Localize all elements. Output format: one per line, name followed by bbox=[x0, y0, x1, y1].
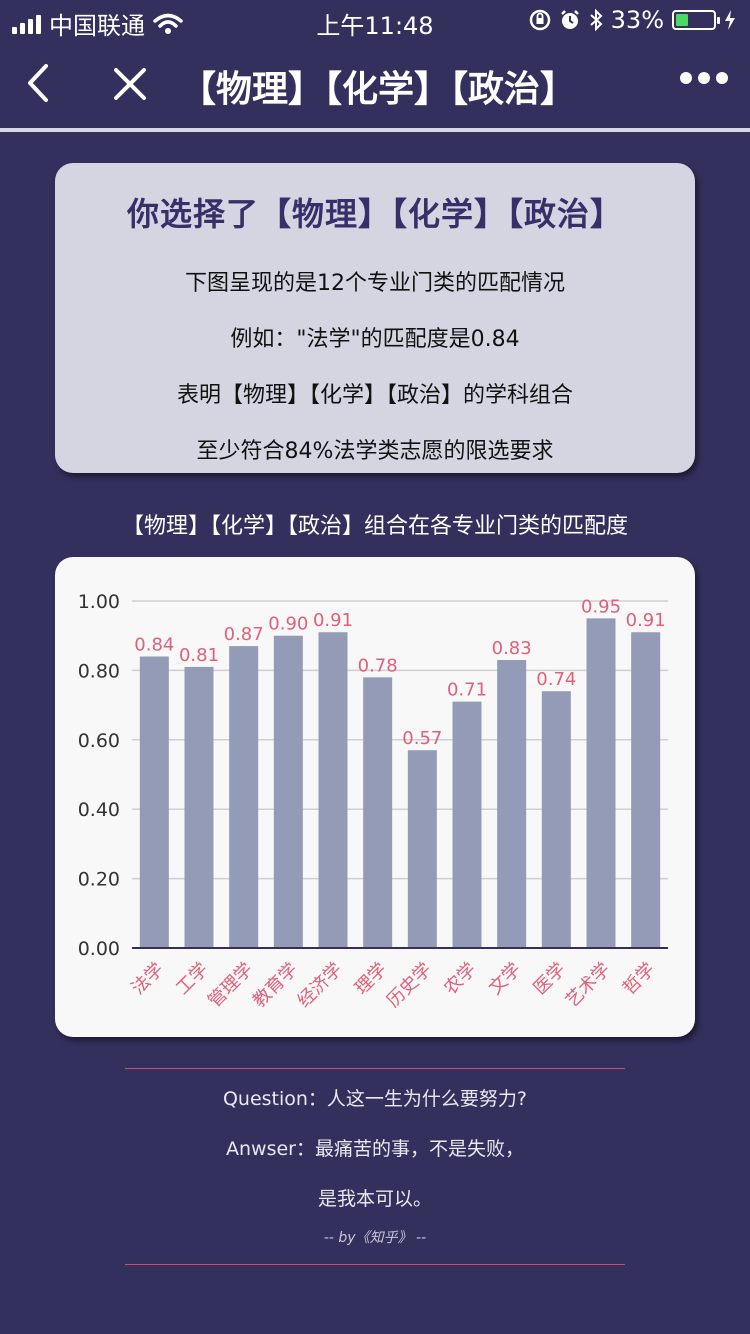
signal-icon bbox=[12, 14, 41, 34]
charging-icon bbox=[725, 10, 735, 30]
status-time: 上午11:48 bbox=[316, 12, 434, 40]
orientation-lock-icon bbox=[529, 9, 550, 31]
bluetooth-icon bbox=[589, 8, 603, 32]
bar-value-label: 0.78 bbox=[358, 655, 398, 676]
chart-caption: 【物理】【化学】【政治】组合在各专业门类的匹配度 bbox=[121, 514, 628, 539]
bar bbox=[184, 666, 214, 948]
x-tick-label: 艺术学 bbox=[562, 959, 615, 1012]
bar bbox=[363, 677, 393, 948]
status-left: 中国联通 bbox=[12, 6, 183, 41]
bar-value-label: 0.83 bbox=[492, 638, 532, 659]
page-title: 【物理】【化学】【政治】 bbox=[180, 69, 577, 110]
x-tick-label: 经济学 bbox=[294, 959, 347, 1012]
status-right: 33% bbox=[529, 6, 736, 34]
bar-value-label: 0.57 bbox=[402, 728, 442, 749]
bar-value-label: 0.87 bbox=[224, 624, 264, 645]
y-tick-label: 0.80 bbox=[78, 660, 120, 682]
bar-value-label: 0.95 bbox=[581, 596, 621, 617]
x-tick-label: 法学 bbox=[128, 959, 168, 999]
bar-value-label: 0.91 bbox=[626, 610, 666, 631]
quote-source: -- by《知乎》 -- bbox=[323, 1230, 427, 1246]
alarm-icon bbox=[560, 10, 579, 29]
quote-block: Question：人这一生为什么要努力? Anwser：最痛苦的事，不是失败， … bbox=[125, 1068, 625, 1265]
bar-value-label: 0.91 bbox=[313, 610, 353, 631]
bar-value-label: 0.81 bbox=[179, 645, 219, 666]
info-line: 例如："法学"的匹配度是0.84 bbox=[230, 327, 520, 352]
bar-value-label: 0.71 bbox=[447, 680, 487, 701]
x-tick-label: 文学 bbox=[485, 959, 525, 999]
back-icon[interactable] bbox=[18, 58, 58, 108]
carrier-label: 中国联通 bbox=[49, 12, 145, 40]
battery-icon bbox=[672, 10, 720, 30]
x-tick-label: 历史学 bbox=[383, 959, 436, 1012]
more-icon[interactable] bbox=[680, 72, 728, 84]
y-tick-label: 0.00 bbox=[78, 938, 120, 960]
bar bbox=[229, 646, 259, 948]
x-tick-label: 医学 bbox=[530, 959, 570, 999]
bar-value-label: 0.74 bbox=[536, 669, 576, 690]
x-tick-label: 哲学 bbox=[619, 959, 659, 999]
bar-value-label: 0.90 bbox=[268, 614, 308, 635]
match-bar-chart: 0.00 0.20 0.40 0.60 0.80 1.00 0.84 法学 0.81 工学 0.87… bbox=[78, 591, 668, 1012]
y-tick-label: 0.20 bbox=[78, 869, 120, 891]
status-bar: 中国联通 上午11:48 33% bbox=[0, 0, 750, 40]
info-line: 下图呈现的是12个专业门类的匹配情况 bbox=[185, 271, 565, 296]
chart-card: 0.00 0.20 0.40 0.60 0.80 1.00 0.84 法学 0.81 工学 0.87… bbox=[55, 557, 695, 1037]
close-icon[interactable] bbox=[108, 62, 152, 106]
quote-answer: Anwser：最痛苦的事，不是失败， bbox=[226, 1138, 524, 1160]
bar bbox=[452, 701, 482, 948]
x-tick-label: 理学 bbox=[351, 959, 391, 999]
bar-value-label: 0.84 bbox=[134, 635, 174, 656]
bar bbox=[139, 656, 169, 948]
y-tick-label: 0.60 bbox=[78, 730, 120, 752]
bar bbox=[631, 632, 661, 948]
y-tick-label: 1.00 bbox=[78, 591, 120, 613]
x-tick-label: 教育学 bbox=[249, 959, 302, 1012]
bar bbox=[407, 750, 437, 948]
wifi-icon bbox=[153, 13, 183, 34]
info-title: 你选择了【物理】【化学】【政治】 bbox=[126, 195, 623, 233]
y-tick-label: 0.40 bbox=[78, 799, 120, 821]
x-tick-label: 农学 bbox=[440, 959, 480, 999]
info-line: 表明【物理】【化学】【政治】的学科组合 bbox=[176, 383, 573, 408]
nav-bar: 【物理】【化学】【政治】 bbox=[0, 40, 750, 132]
battery-percent: 33% bbox=[610, 6, 664, 34]
info-line: 至少符合84%法学类志愿的限选要求 bbox=[196, 439, 554, 464]
bar bbox=[586, 618, 616, 948]
quote-answer-continued: 是我本可以。 bbox=[317, 1188, 432, 1210]
bar bbox=[541, 691, 571, 948]
bar bbox=[318, 632, 348, 948]
x-tick-label: 工学 bbox=[172, 959, 212, 999]
quote-question: Question：人这一生为什么要努力? bbox=[222, 1088, 528, 1110]
bar bbox=[497, 659, 527, 948]
bar bbox=[273, 635, 303, 948]
battery-fill bbox=[676, 14, 688, 26]
x-tick-label: 管理学 bbox=[204, 959, 257, 1012]
info-card: 你选择了【物理】【化学】【政治】 下图呈现的是12个专业门类的匹配情况 例如："… bbox=[55, 163, 695, 473]
